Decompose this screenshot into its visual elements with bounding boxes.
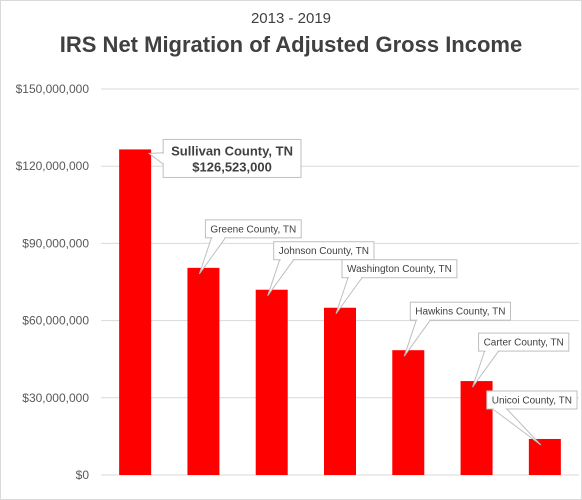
data-label-category: Hawkins County, TN (415, 307, 505, 318)
callout-box (341, 259, 458, 279)
data-label-callout: Hawkins County, TN (403, 301, 512, 357)
y-tick-label: $150,000,000 (16, 82, 90, 96)
callout-box (409, 301, 512, 321)
data-label-category: Carter County, TN (484, 338, 564, 349)
y-tick-label: $120,000,000 (16, 159, 90, 173)
y-tick-label: $60,000,000 (22, 314, 89, 328)
data-label-callout: Carter County, TN (472, 332, 570, 388)
callout-box (486, 390, 578, 410)
data-label-callout: Unicoi County, TN (486, 390, 578, 446)
data-label-callout: Washington County, TN (335, 259, 458, 315)
data-label-callout: Greene County, TN (198, 219, 302, 275)
y-tick-label: $0 (76, 468, 90, 482)
bar (119, 149, 152, 475)
data-label-category: Greene County, TN (210, 224, 296, 235)
data-label-category: Washington County, TN (347, 264, 452, 275)
data-label-category: Unicoi County, TN (492, 395, 572, 406)
bar (187, 267, 220, 475)
callout-box (162, 138, 302, 178)
bar (324, 307, 356, 475)
callout-box (478, 332, 570, 352)
bar (528, 438, 561, 475)
data-label-callout: Johnson County, TN (267, 241, 375, 297)
callout-pointer (491, 408, 542, 446)
chart-subtitle: 2013 - 2019 (251, 10, 331, 27)
callout-pointer (147, 152, 164, 166)
data-label-category: Johnson County, TN (279, 246, 369, 257)
y-tick-label: $30,000,000 (22, 391, 89, 405)
data-label-category: Sullivan County, TN (171, 143, 293, 158)
bar (255, 289, 288, 475)
data-label-callout: Sullivan County, TN$126,523,000 (147, 138, 302, 178)
bar (392, 350, 425, 475)
callout-box (204, 219, 302, 239)
chart-title: IRS Net Migration of Adjusted Gross Inco… (60, 32, 522, 57)
callout-box (273, 241, 375, 261)
y-tick-label: $90,000,000 (22, 236, 89, 250)
data-label-value: $126,523,000 (192, 159, 272, 174)
